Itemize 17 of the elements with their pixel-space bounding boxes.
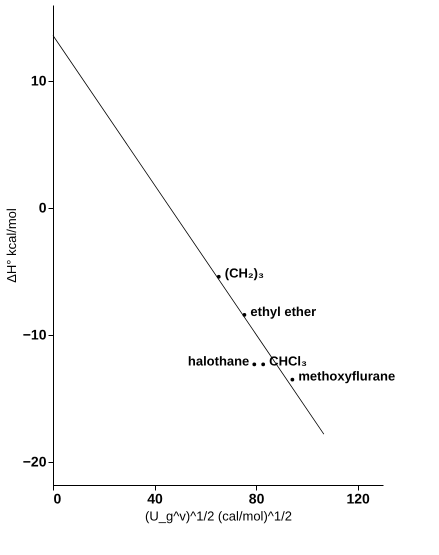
- x-tick-label: 0: [54, 490, 62, 506]
- point: [261, 362, 266, 366]
- point: [252, 362, 256, 366]
- y-tick-label: 0: [38, 200, 47, 216]
- x-axis-title: (U_g^v)^1/2 (cal/mol)^1/2: [145, 508, 292, 524]
- y-tick-label: −10: [22, 326, 47, 343]
- x-tick-label: 40: [147, 490, 164, 506]
- y-tick-label: −20: [22, 454, 47, 470]
- point: [290, 378, 294, 382]
- annotation: methoxyflurane: [298, 368, 396, 384]
- annotation: halothane: [188, 353, 250, 368]
- x-tick-label: 120: [346, 490, 370, 506]
- annotation: (CH₂)₃: [224, 266, 264, 281]
- y-tick-label: 10: [30, 72, 47, 89]
- x-tick-label: 80: [248, 490, 265, 506]
- annotation: ethyl ether: [250, 304, 316, 319]
- y-axis-title: ΔH° kcal/mol: [4, 208, 19, 283]
